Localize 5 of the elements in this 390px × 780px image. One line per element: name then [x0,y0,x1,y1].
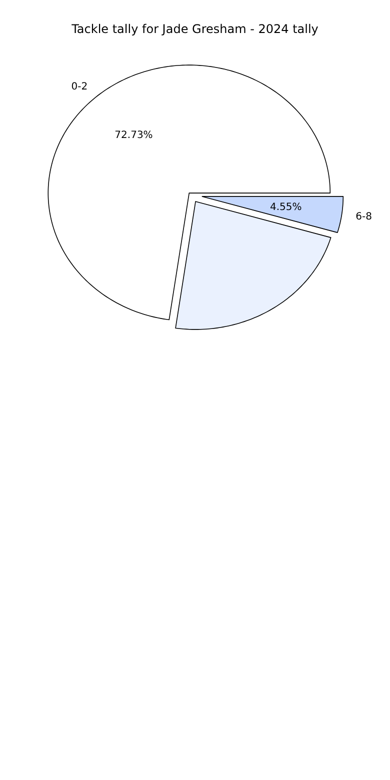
slice-label: 0-2 [71,81,88,92]
data-label: 72.73% [114,130,153,141]
data-label: 4.55% [270,202,302,214]
slice-label: 6-8 [356,211,372,222]
chart-title: Tackle tally for Jade Gresham - 2024 tally [70,22,318,36]
